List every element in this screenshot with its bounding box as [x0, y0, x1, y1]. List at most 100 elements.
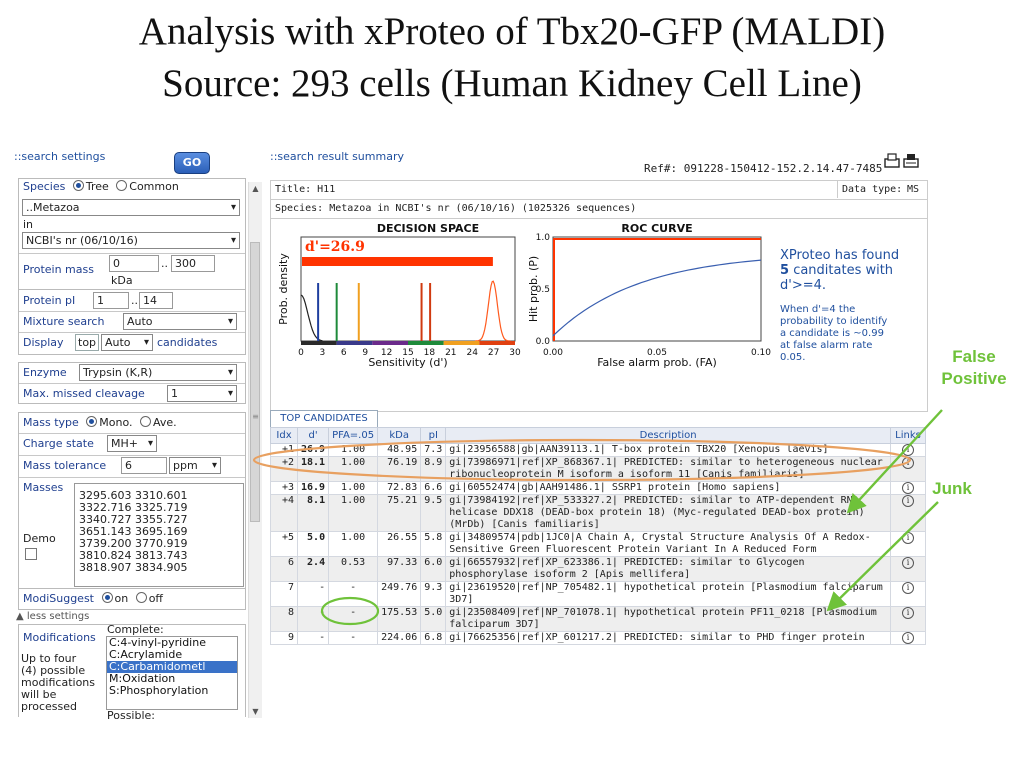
row-dprime: 8.1: [296, 494, 330, 532]
tolerance-unit-select[interactable]: ppm: [169, 457, 221, 474]
row-idx: 8: [270, 606, 298, 632]
row-kda: 26.55: [377, 531, 422, 557]
note-line: modifications: [21, 676, 96, 689]
go-button[interactable]: GO: [174, 152, 210, 174]
color-strip-segment: [443, 341, 480, 345]
pi-min-input[interactable]: 1: [93, 292, 129, 309]
species-select[interactable]: ..Metazoa: [22, 199, 240, 216]
mass-max-input[interactable]: 300: [171, 255, 215, 272]
database-select[interactable]: NCBI's nr (06/10/16): [22, 232, 240, 249]
species-label: Species: [23, 180, 66, 193]
modisuggest-group: ModiSuggest on off: [18, 588, 246, 610]
less-settings-label: less settings: [26, 611, 90, 622]
common-radio[interactable]: [116, 180, 128, 191]
demo-checkbox[interactable]: [25, 548, 37, 560]
tab-top-candidates[interactable]: TOP CANDIDATES: [270, 410, 378, 427]
info-icon[interactable]: i: [902, 557, 914, 569]
mod-option[interactable]: S:Phosphorylation: [109, 684, 209, 697]
info-icon[interactable]: i: [902, 482, 914, 494]
row-description: gi|23619520|ref|NP_705482.1| hypothetica…: [445, 581, 891, 607]
col-idx[interactable]: Idx: [270, 427, 298, 444]
settings-scrollbar[interactable]: ▲ ≡ ▼: [248, 182, 262, 718]
row-links: i: [890, 631, 926, 645]
modisuggest-off-radio[interactable]: [135, 592, 147, 603]
mod-option[interactable]: C:Acrylamide: [109, 648, 183, 661]
scroll-down-icon[interactable]: ▼: [252, 707, 259, 716]
mass-line: 3651.143 3695.169: [79, 525, 188, 538]
row-kda: 175.53: [377, 606, 422, 632]
display-select[interactable]: Auto: [101, 334, 153, 351]
info-icon[interactable]: i: [902, 444, 914, 456]
scroll-up-icon[interactable]: ▲: [252, 184, 259, 193]
col-pfa[interactable]: PFA=.05: [328, 427, 379, 444]
info-icon[interactable]: i: [902, 607, 914, 619]
display-label: Display: [23, 336, 64, 349]
roc-plot-area: [552, 236, 762, 342]
mass-line: 3295.603 3310.601: [79, 489, 188, 502]
found-line2: canditates with: [793, 263, 894, 278]
row-links: i: [890, 606, 926, 632]
mod-option-selected[interactable]: C:Carbamidometl: [107, 661, 237, 673]
row-dprime: 18.1: [296, 456, 330, 482]
ave-label: Ave.: [153, 416, 177, 429]
display-suffix: candidates: [157, 336, 218, 349]
signal-curve: [475, 280, 511, 342]
charge-state-select[interactable]: MH+: [107, 435, 157, 452]
row-dprime: 2.4: [296, 556, 330, 582]
row-dprime: -: [296, 631, 330, 645]
table-row[interactable]: +5 5.0 1.00 26.55 5.8 gi|34809574|pdb|1JC0|A …: [270, 531, 926, 557]
col-kda[interactable]: kDa: [377, 427, 422, 444]
row-kda: 75.21: [377, 494, 422, 532]
enzyme-select[interactable]: Trypsin (K,R): [79, 364, 237, 381]
print-icon[interactable]: [884, 153, 900, 168]
x-tick-label: 21: [445, 348, 456, 358]
info-icon[interactable]: i: [902, 495, 914, 507]
print-all-icon[interactable]: [903, 154, 919, 168]
table-row[interactable]: 9- -224.06 6.8 gi|76625356|ref|XP_601217.2|…: [270, 631, 926, 645]
row-pfa: 1.00: [328, 456, 379, 482]
species-group: Species Tree Common ..Metazoa in NCBI's …: [18, 178, 246, 298]
modifications-listbox[interactable]: C:4-vinyl-pyridine C:Acrylamide C:Carbam…: [106, 636, 238, 710]
mass-min-input[interactable]: 0: [109, 255, 159, 272]
row-idx: +4: [270, 494, 298, 532]
roc-title: ROC CURVE: [621, 222, 692, 235]
summary-box: Title: H11 Data type: MS Species: Metazo…: [270, 180, 928, 412]
search-settings-header: ::search settings: [14, 150, 106, 163]
col-pi[interactable]: pI: [420, 427, 447, 444]
row-idx: +5: [270, 531, 298, 557]
roc-ylabel: Hit prob. (P): [527, 256, 540, 322]
tree-label: Tree: [85, 180, 109, 193]
row-pi: 5.8: [420, 531, 447, 557]
row-kda: 97.33: [377, 556, 422, 582]
scrollbar-thumb[interactable]: [250, 242, 260, 522]
mass-tolerance-input[interactable]: 6: [121, 457, 167, 474]
x-tick-label: 3: [320, 348, 326, 358]
missed-cleavage-select[interactable]: 1: [167, 385, 237, 402]
x-tick-label: 0.00: [543, 348, 563, 358]
x-tick-label: 0.10: [751, 348, 771, 358]
row-description: gi|23508409|ref|NP_701078.1| hypothetica…: [445, 606, 891, 632]
table-row[interactable]: 7- -249.76 9.3 gi|23619520|ref|NP_705482.1|…: [270, 581, 926, 607]
modisuggest-on-radio[interactable]: [101, 592, 113, 603]
mod-option[interactable]: M:Oxidation: [109, 672, 176, 685]
mod-option[interactable]: C:4-vinyl-pyridine: [109, 636, 206, 649]
possible-label: Possible:: [107, 709, 156, 722]
ave-radio[interactable]: [140, 416, 151, 427]
pi-max-input[interactable]: 14: [139, 292, 173, 309]
row-pi: 9.5: [420, 494, 447, 532]
mixture-select[interactable]: Auto: [123, 313, 237, 330]
demo-label: Demo: [23, 532, 56, 545]
info-icon[interactable]: i: [902, 632, 914, 644]
mass-line: 3340.727 3355.727: [79, 513, 188, 526]
color-strip-segment: [372, 341, 408, 345]
mass-unit: kDa: [111, 274, 133, 287]
color-strip-segment: [408, 341, 444, 345]
table-row[interactable]: 8- -175.53 5.0 gi|23508409|ref|NP_701078.1|…: [270, 606, 926, 632]
tree-radio[interactable]: [72, 180, 84, 191]
masses-textarea[interactable]: 3295.603 3310.601 3322.716 3325.719 3340…: [74, 483, 244, 587]
off-label: off: [148, 592, 164, 605]
dprime-label: d'=26.9: [305, 239, 365, 255]
info-icon[interactable]: i: [902, 582, 914, 594]
less-settings-link[interactable]: ▲ less settings: [16, 611, 89, 622]
mono-radio[interactable]: [86, 416, 98, 427]
